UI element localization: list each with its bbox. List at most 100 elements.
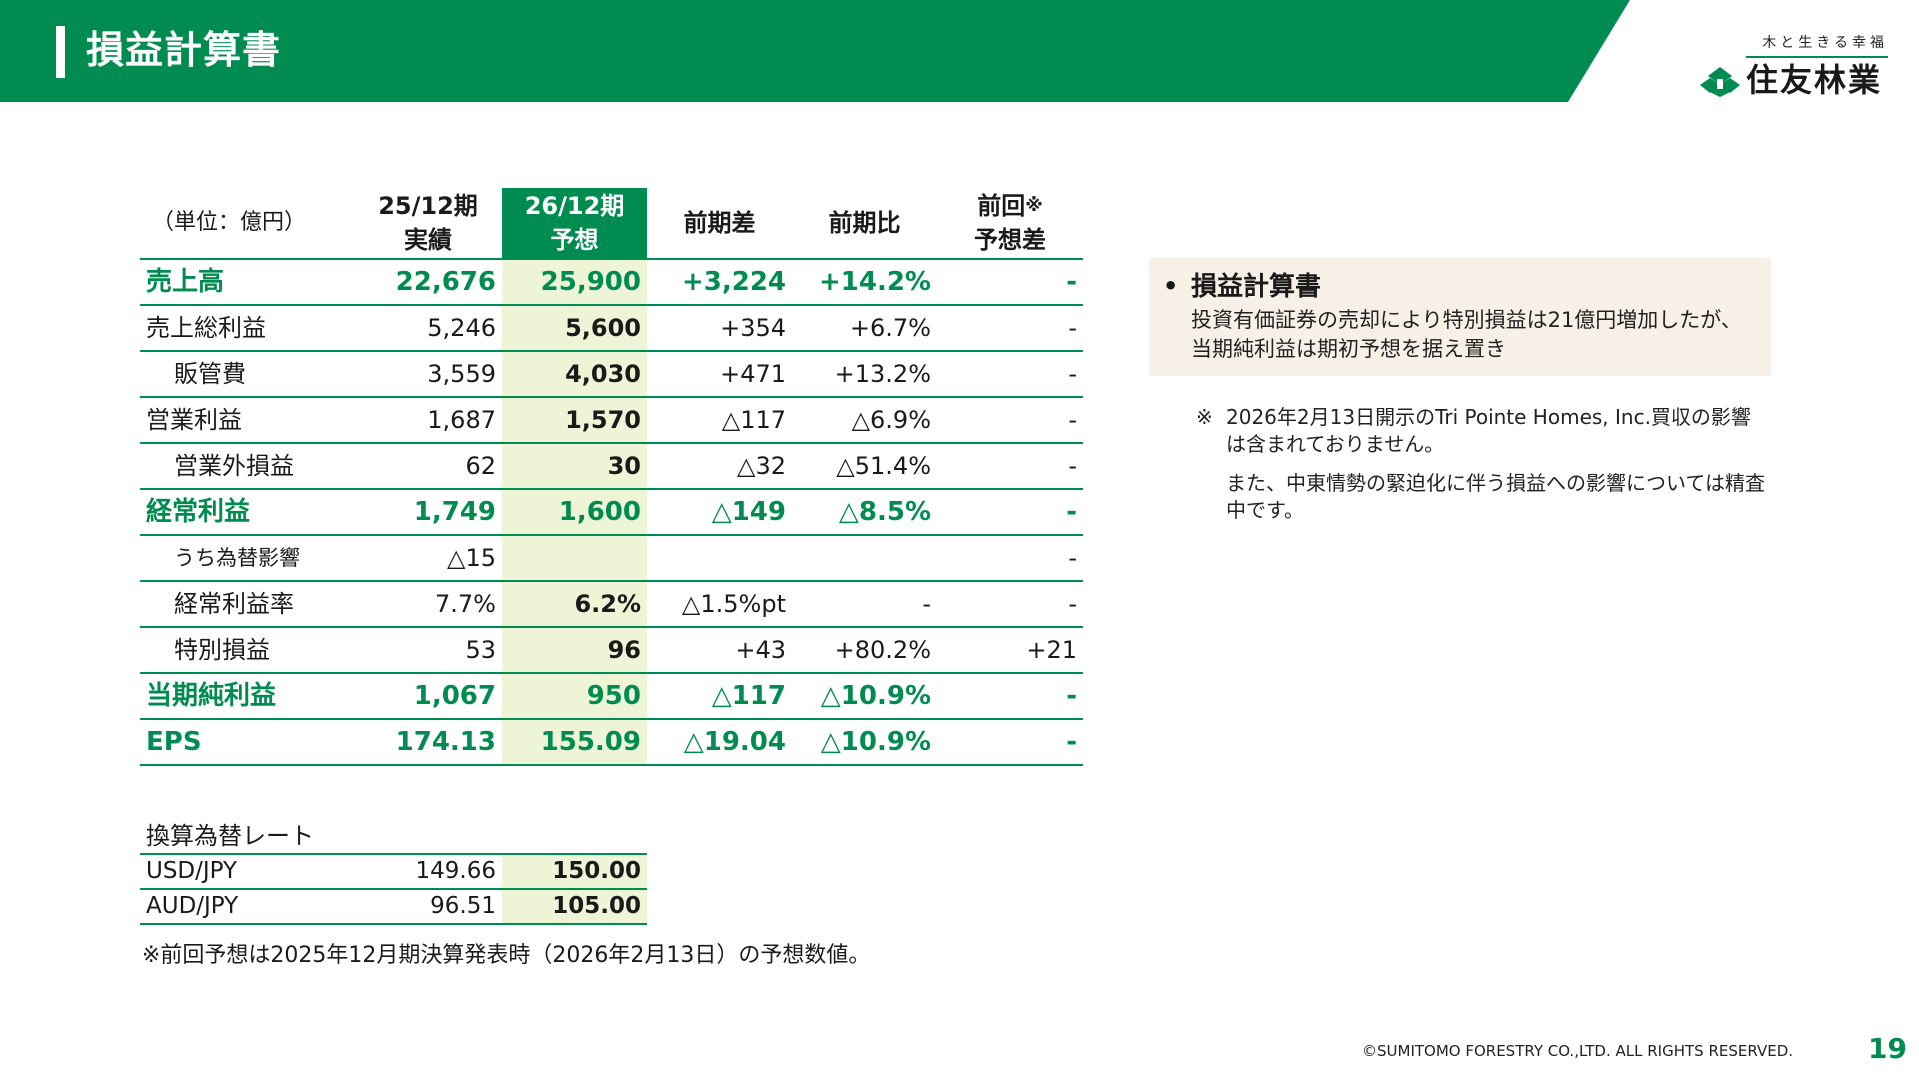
table-row: 当期純利益 1,067 950 △117 △10.9% -: [140, 673, 1083, 720]
column-yoy-diff: 前期差: [647, 188, 792, 260]
page-title: 損益計算書: [86, 28, 282, 72]
table-row: 特別損益 53 96 +43 +80.2% +21: [140, 627, 1083, 674]
cell-ratio: +14.2%: [792, 259, 937, 306]
column-vs-line2: 予想差: [974, 226, 1046, 254]
cell-diff: +471: [647, 351, 792, 398]
summary-box: • 損益計算書 投資有価証券の売却により特別損益は21億円増加したが、当期純利益…: [1149, 258, 1771, 376]
page-number: 19: [1868, 1032, 1907, 1065]
row-label: 販管費: [140, 351, 354, 398]
table-row: 営業外損益 62 30 △32 △51.4% -: [140, 443, 1083, 490]
cell-forecast: 1,600: [502, 489, 647, 536]
cell-diff: △149: [647, 489, 792, 536]
cell-prev: 3,559: [354, 351, 502, 398]
cell-prev: 5,246: [354, 305, 502, 352]
cell-forecast: 6.2%: [502, 581, 647, 628]
column-prev-type: 実績: [404, 226, 452, 254]
footnote-text-1: 2026年2月13日開示のTri Pointe Homes, Inc.買収の影響…: [1226, 405, 1751, 456]
cell-forecast: 5,600: [502, 305, 647, 352]
cell-vs: -: [937, 581, 1083, 628]
fx-row: AUD/JPY 96.51 105.00: [140, 889, 647, 925]
table-row: 売上高 22,676 25,900 +3,224 +14.2% -: [140, 259, 1083, 306]
cell-vs: -: [937, 397, 1083, 444]
cell-ratio: △10.9%: [792, 673, 937, 720]
cell-diff: +3,224: [647, 259, 792, 306]
column-vs-line1: 前回: [977, 192, 1026, 220]
row-label: 当期純利益: [140, 673, 354, 720]
cell-vs: -: [937, 443, 1083, 490]
fx-prev: 96.51: [354, 889, 502, 925]
column-vs-footnote-mark: ※: [1025, 195, 1043, 216]
column-forecast: 26/12期 予想: [502, 188, 647, 260]
income-statement-table: （単位：億円） 25/12期 実績 26/12期 予想 前期差 前期比 前回※ …: [140, 188, 1083, 766]
cell-vs: -: [937, 673, 1083, 720]
cell-prev: 1,067: [354, 673, 502, 720]
row-label: EPS: [140, 719, 354, 766]
cell-diff: △19.04: [647, 719, 792, 766]
cell-diff: +43: [647, 627, 792, 674]
column-prev-period: 25/12期: [378, 192, 478, 220]
summary-bullet: •: [1163, 272, 1179, 300]
cell-diff: △117: [647, 397, 792, 444]
column-prev-actual: 25/12期 実績: [354, 188, 502, 260]
column-yoy-ratio: 前期比: [792, 188, 937, 260]
fx-rate-caption: 換算為替レート: [146, 822, 314, 850]
table-row: 経常利益 1,749 1,600 △149 △8.5% -: [140, 489, 1083, 536]
fx-forecast: 150.00: [502, 853, 647, 890]
footnote-box: ※ 2026年2月13日開示のTri Pointe Homes, Inc.買収の…: [1196, 404, 1766, 524]
cell-ratio: -: [792, 581, 937, 628]
row-label: 営業利益: [140, 397, 354, 444]
footnote-text-2: また、中東情勢の緊迫化に伴う損益への影響については精査中です。: [1226, 471, 1765, 522]
table-row: 売上総利益 5,246 5,600 +354 +6.7% -: [140, 305, 1083, 352]
logo-mark-icon: [1700, 67, 1740, 97]
row-label: うち為替影響: [140, 535, 354, 582]
cell-ratio: [792, 535, 937, 582]
logo-divider: [1746, 56, 1888, 58]
cell-forecast: [502, 535, 647, 582]
unit-label: （単位：億円）: [140, 188, 354, 260]
cell-forecast: 30: [502, 443, 647, 490]
summary-text: 投資有価証券の売却により特別損益は21億円増加したが、当期純利益は期初予想を据え…: [1191, 308, 1742, 361]
summary-heading: 損益計算書: [1191, 272, 1322, 302]
cell-prev: 62: [354, 443, 502, 490]
cell-vs: -: [937, 259, 1083, 306]
footnote-paragraph: ※ 2026年2月13日開示のTri Pointe Homes, Inc.買収の…: [1196, 404, 1766, 458]
row-label: 経常利益率: [140, 581, 354, 628]
row-label: 経常利益: [140, 489, 354, 536]
footnote-mark: ※: [1196, 405, 1213, 429]
fx-pair: AUD/JPY: [140, 889, 354, 925]
table-row: 営業利益 1,687 1,570 △117 △6.9% -: [140, 397, 1083, 444]
cell-ratio: +13.2%: [792, 351, 937, 398]
copyright: ©SUMITOMO FORESTRY CO.,LTD. ALL RIGHTS R…: [1362, 1042, 1794, 1060]
cell-forecast: 96: [502, 627, 647, 674]
cell-prev: 22,676: [354, 259, 502, 306]
row-label: 売上高: [140, 259, 354, 306]
cell-vs: -: [937, 719, 1083, 766]
fx-rate-table: USD/JPY 149.66 150.00 AUD/JPY 96.51 105.…: [140, 853, 647, 925]
row-label: 売上総利益: [140, 305, 354, 352]
cell-prev: 1,749: [354, 489, 502, 536]
cell-ratio: △51.4%: [792, 443, 937, 490]
cell-diff: △1.5%pt: [647, 581, 792, 628]
cell-forecast: 1,570: [502, 397, 647, 444]
cell-vs: -: [937, 305, 1083, 352]
column-vs-previous-forecast: 前回※ 予想差: [937, 188, 1083, 260]
bottom-footnote: ※前回予想は2025年12月期決算発表時（2026年2月13日）の予想数値。: [142, 943, 871, 968]
fx-pair: USD/JPY: [140, 853, 354, 890]
cell-ratio: +6.7%: [792, 305, 937, 352]
footnote-paragraph: また、中東情勢の緊迫化に伴う損益への影響については精査中です。: [1196, 470, 1766, 524]
header-accent-bar: [56, 26, 65, 78]
cell-prev: 1,687: [354, 397, 502, 444]
header-band: [0, 0, 1630, 102]
column-fc-type: 予想: [550, 226, 599, 254]
cell-vs: -: [937, 351, 1083, 398]
logo-slogan: 木と生きる幸福: [1762, 35, 1888, 51]
cell-forecast: 155.09: [502, 719, 647, 766]
cell-diff: △117: [647, 673, 792, 720]
logo-name: 住友林業: [1746, 61, 1883, 99]
fx-forecast: 105.00: [502, 889, 647, 925]
cell-diff: [647, 535, 792, 582]
cell-forecast: 25,900: [502, 259, 647, 306]
cell-prev: 53: [354, 627, 502, 674]
column-fc-period: 26/12期: [524, 192, 625, 220]
cell-ratio: +80.2%: [792, 627, 937, 674]
